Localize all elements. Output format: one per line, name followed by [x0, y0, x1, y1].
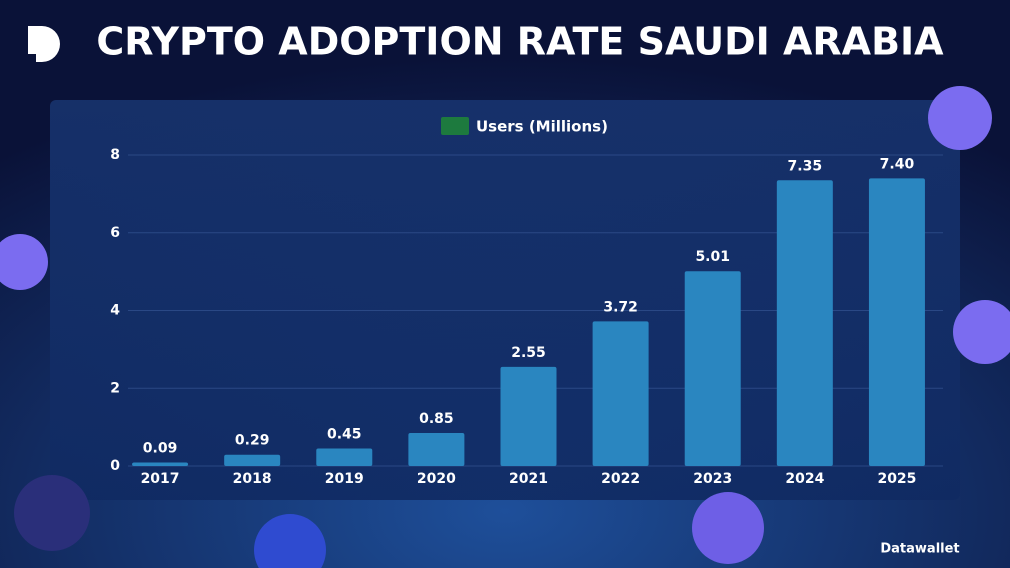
value-label: 0.85	[419, 411, 454, 427]
chart-title: CRYPTO ADOPTION RATE SAUDI ARABIA	[96, 20, 944, 64]
value-label: 5.01	[695, 249, 730, 265]
value-label: 0.29	[235, 433, 270, 449]
value-label: 7.35	[788, 158, 823, 174]
legend-label: Users (Millions)	[476, 118, 608, 136]
coin-icon	[953, 300, 1010, 364]
y-tick-label: 2	[110, 380, 120, 396]
y-tick-label: 0	[110, 458, 120, 474]
x-tick-label: 2018	[233, 471, 272, 487]
value-label: 0.09	[143, 441, 178, 457]
coin-icon	[0, 234, 48, 290]
coin-icon	[14, 475, 90, 551]
x-tick-label: 2019	[325, 471, 364, 487]
bar	[592, 321, 649, 466]
brand: Datawallet	[880, 542, 959, 557]
y-tick-label: 8	[110, 147, 120, 163]
value-label: 7.40	[880, 156, 915, 172]
bar	[684, 271, 741, 466]
y-tick-label: 4	[110, 303, 120, 319]
logo	[28, 26, 60, 62]
x-tick-label: 2024	[785, 471, 824, 487]
bar	[132, 462, 189, 466]
bar	[868, 178, 925, 466]
x-tick-label: 2025	[877, 471, 916, 487]
bar	[500, 366, 557, 466]
bar	[224, 454, 281, 466]
y-tick-label: 6	[110, 225, 120, 241]
coin-icon	[692, 492, 764, 564]
value-label: 3.72	[603, 299, 638, 315]
legend-flag	[441, 117, 469, 135]
bar	[776, 180, 833, 467]
coin-icon	[928, 86, 992, 150]
bar	[316, 448, 373, 466]
x-tick-label: 2023	[693, 471, 732, 487]
bar	[408, 432, 465, 466]
value-label: 0.45	[327, 427, 362, 443]
x-tick-label: 2022	[601, 471, 640, 487]
value-label: 2.55	[511, 345, 546, 361]
x-tick-label: 2020	[417, 471, 456, 487]
coin-icon	[254, 514, 326, 568]
x-tick-label: 2021	[509, 471, 548, 487]
x-tick-label: 2017	[141, 471, 180, 487]
